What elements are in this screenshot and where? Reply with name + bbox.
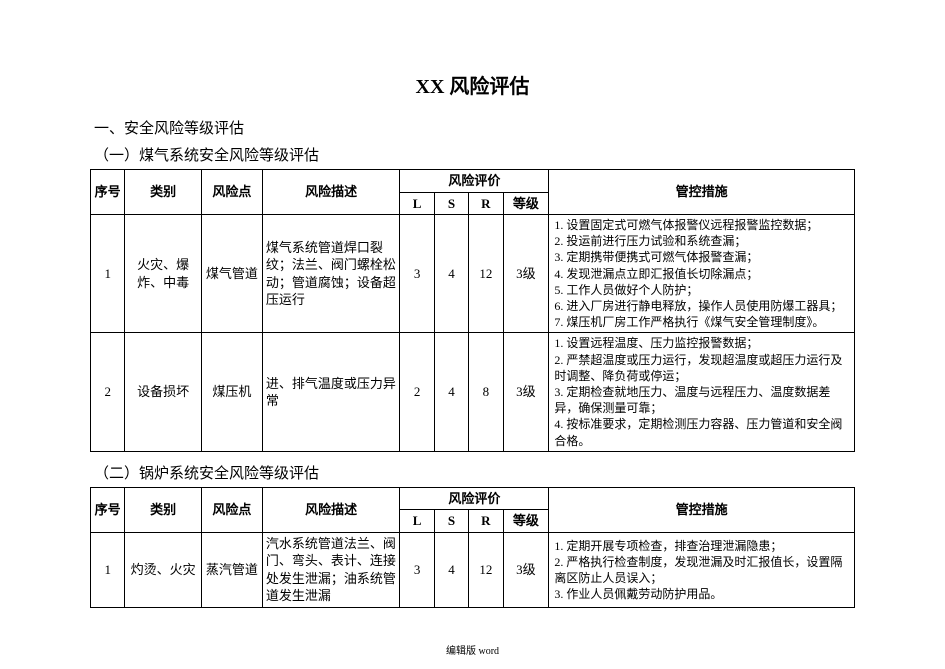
col-seq: 序号 bbox=[91, 487, 125, 532]
cell-L: 3 bbox=[400, 215, 434, 333]
cell-desc: 进、排气温度或压力异常 bbox=[262, 333, 400, 451]
col-S: S bbox=[434, 192, 468, 215]
subsection-heading-1: （一）煤气系统安全风险等级评估 bbox=[94, 144, 855, 165]
cell-seq: 2 bbox=[91, 333, 125, 451]
measure-item: 4. 按标准要求，定期检测压力容器、压力管道和安全阀合格。 bbox=[554, 416, 849, 448]
measure-item: 3. 定期检查就地压力、温度与远程压力、温度数据差异，确保测量可靠； bbox=[554, 384, 849, 416]
measures-list: 1. 设置远程温度、压力监控报警数据； 2. 严禁超温度或压力运行，发现超温度或… bbox=[552, 335, 851, 448]
risk-table-2: 序号 类别 风险点 风险描述 风险评价 管控措施 L S R 等级 1 灼烫、火… bbox=[90, 487, 855, 608]
cell-S: 4 bbox=[434, 532, 468, 607]
cell-point: 煤气管道 bbox=[201, 215, 262, 333]
cell-category: 火灾、爆炸、中毒 bbox=[125, 215, 201, 333]
cell-level: 3级 bbox=[503, 215, 549, 333]
cell-R: 12 bbox=[469, 215, 503, 333]
col-seq: 序号 bbox=[91, 170, 125, 215]
col-level: 等级 bbox=[503, 510, 549, 533]
measure-item: 4. 发现泄漏点立即汇报值长切除漏点； bbox=[554, 266, 849, 282]
table-row: 1 灼烫、火灾 蒸汽管道 汽水系统管道法兰、阀门、弯头、表计、连接处发生泄漏；油… bbox=[91, 532, 855, 607]
document-page: XX 风险评估 一、安全风险等级评估 （一）煤气系统安全风险等级评估 序号 类别… bbox=[0, 0, 945, 669]
col-eval-group: 风险评价 bbox=[400, 487, 549, 510]
cell-desc: 汽水系统管道法兰、阀门、弯头、表计、连接处发生泄漏；油系统管道发生泄漏 bbox=[262, 532, 400, 607]
measure-item: 1. 定期开展专项检查，排查治理泄漏隐患； bbox=[554, 538, 849, 554]
col-measures: 管控措施 bbox=[549, 487, 855, 532]
col-desc: 风险描述 bbox=[262, 487, 400, 532]
cell-S: 4 bbox=[434, 215, 468, 333]
measure-item: 2. 严禁超温度或压力运行，发现超温度或超压力运行及时调整、降负荷或停运； bbox=[554, 352, 849, 384]
measure-item: 2. 投运前进行压力试验和系统查漏； bbox=[554, 233, 849, 249]
document-title: XX 风险评估 bbox=[90, 70, 855, 99]
cell-point: 蒸汽管道 bbox=[201, 532, 262, 607]
measure-item: 7. 煤压机厂房工作严格执行《煤气安全管理制度》。 bbox=[554, 314, 849, 330]
col-L: L bbox=[400, 510, 434, 533]
col-L: L bbox=[400, 192, 434, 215]
cell-point: 煤压机 bbox=[201, 333, 262, 451]
col-R: R bbox=[469, 192, 503, 215]
page-footer: 编辑版 word bbox=[0, 642, 945, 657]
col-category: 类别 bbox=[125, 170, 201, 215]
table-row: 2 设备损坏 煤压机 进、排气温度或压力异常 2 4 8 3级 1. 设置远程温… bbox=[91, 333, 855, 451]
cell-measures: 1. 设置固定式可燃气体报警仪远程报警监控数据； 2. 投运前进行压力试验和系统… bbox=[549, 215, 855, 333]
col-point: 风险点 bbox=[201, 170, 262, 215]
cell-S: 4 bbox=[434, 333, 468, 451]
subsection-heading-2: （二）锅炉系统安全风险等级评估 bbox=[94, 462, 855, 483]
cell-desc: 煤气系统管道焊口裂纹；法兰、阀门螺栓松动；管道腐蚀；设备超压运行 bbox=[262, 215, 400, 333]
measure-item: 1. 设置固定式可燃气体报警仪远程报警监控数据； bbox=[554, 217, 849, 233]
col-level: 等级 bbox=[503, 192, 549, 215]
measure-item: 3. 作业人员佩戴劳动防护用品。 bbox=[554, 586, 849, 602]
measure-item: 3. 定期携带便携式可燃气体报警查漏； bbox=[554, 249, 849, 265]
col-R: R bbox=[469, 510, 503, 533]
cell-R: 8 bbox=[469, 333, 503, 451]
measures-list: 1. 定期开展专项检查，排查治理泄漏隐患； 2. 严格执行检查制度，发现泄漏及时… bbox=[552, 538, 851, 603]
measure-item: 1. 设置远程温度、压力监控报警数据； bbox=[554, 335, 849, 351]
measure-item: 2. 严格执行检查制度，发现泄漏及时汇报值长，设置隔离区防止人员误入； bbox=[554, 554, 849, 586]
col-desc: 风险描述 bbox=[262, 170, 400, 215]
table-head: 序号 类别 风险点 风险描述 风险评价 管控措施 L S R 等级 bbox=[91, 170, 855, 215]
risk-table-1: 序号 类别 风险点 风险描述 风险评价 管控措施 L S R 等级 1 火灾、爆… bbox=[90, 169, 855, 452]
cell-L: 2 bbox=[400, 333, 434, 451]
cell-category: 设备损坏 bbox=[125, 333, 201, 451]
cell-seq: 1 bbox=[91, 532, 125, 607]
cell-measures: 1. 定期开展专项检查，排查治理泄漏隐患； 2. 严格执行检查制度，发现泄漏及时… bbox=[549, 532, 855, 607]
table-row: 1 火灾、爆炸、中毒 煤气管道 煤气系统管道焊口裂纹；法兰、阀门螺栓松动；管道腐… bbox=[91, 215, 855, 333]
col-measures: 管控措施 bbox=[549, 170, 855, 215]
col-eval-group: 风险评价 bbox=[400, 170, 549, 193]
measure-item: 6. 进入厂房进行静电释放，操作人员使用防爆工器具； bbox=[554, 298, 849, 314]
cell-level: 3级 bbox=[503, 333, 549, 451]
cell-R: 12 bbox=[469, 532, 503, 607]
measures-list: 1. 设置固定式可燃气体报警仪远程报警监控数据； 2. 投运前进行压力试验和系统… bbox=[552, 217, 851, 330]
cell-seq: 1 bbox=[91, 215, 125, 333]
measure-item: 5. 工作人员做好个人防护； bbox=[554, 282, 849, 298]
cell-category: 灼烫、火灾 bbox=[125, 532, 201, 607]
cell-level: 3级 bbox=[503, 532, 549, 607]
col-point: 风险点 bbox=[201, 487, 262, 532]
cell-L: 3 bbox=[400, 532, 434, 607]
cell-measures: 1. 设置远程温度、压力监控报警数据； 2. 严禁超温度或压力运行，发现超温度或… bbox=[549, 333, 855, 451]
col-category: 类别 bbox=[125, 487, 201, 532]
table-head: 序号 类别 风险点 风险描述 风险评价 管控措施 L S R 等级 bbox=[91, 487, 855, 532]
section-heading-1: 一、安全风险等级评估 bbox=[94, 117, 855, 138]
col-S: S bbox=[434, 510, 468, 533]
